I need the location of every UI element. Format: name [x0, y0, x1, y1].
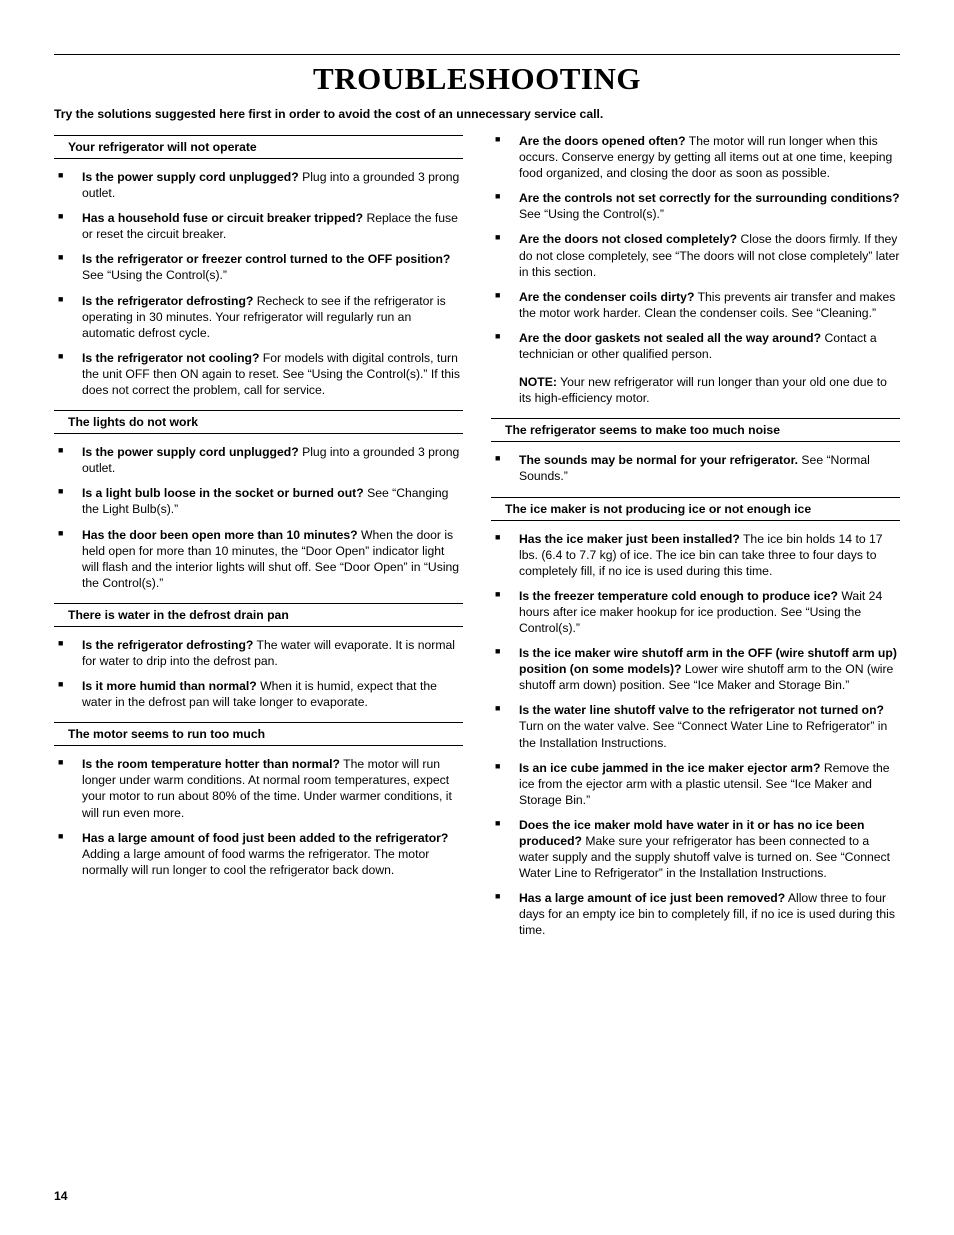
list-item: Is the power supply cord unplugged? Plug…	[54, 169, 463, 201]
list-item: Are the door gaskets not sealed all the …	[491, 330, 900, 362]
item-list: Is the power supply cord unplugged? Plug…	[54, 169, 463, 398]
question: Is the water line shutoff valve to the r…	[519, 703, 884, 717]
note-label: NOTE:	[519, 375, 557, 389]
question: The sounds may be normal for your refrig…	[519, 453, 798, 467]
right-column: Are the doors opened often? The motor wi…	[491, 131, 900, 951]
section-header: Your refrigerator will not operate	[54, 135, 463, 159]
question: Has a large amount of ice just been remo…	[519, 891, 785, 905]
list-item: Is the power supply cord unplugged? Plug…	[54, 444, 463, 476]
list-item: Is the refrigerator defrosting? The wate…	[54, 637, 463, 669]
note-text: Your new refrigerator will run longer th…	[519, 375, 887, 405]
question: Is it more humid than normal?	[82, 679, 257, 693]
question: Are the door gaskets not sealed all the …	[519, 331, 821, 345]
question: Has the ice maker just been installed?	[519, 532, 740, 546]
answer: Adding a large amount of food warms the …	[82, 847, 429, 877]
question: Is the refrigerator or freezer control t…	[82, 252, 450, 266]
question: Are the doors opened often?	[519, 134, 686, 148]
list-item: Has a household fuse or circuit breaker …	[54, 210, 463, 242]
section-header: The lights do not work	[54, 410, 463, 434]
list-item: Has the door been open more than 10 minu…	[54, 527, 463, 591]
list-item: Has a large amount of food just been add…	[54, 830, 463, 878]
question: Are the condenser coils dirty?	[519, 290, 694, 304]
list-item: The sounds may be normal for your refrig…	[491, 452, 900, 484]
item-list: The sounds may be normal for your refrig…	[491, 452, 900, 484]
note: NOTE: Your new refrigerator will run lon…	[491, 374, 900, 406]
item-list: Is the refrigerator defrosting? The wate…	[54, 637, 463, 710]
list-item: Is the refrigerator defrosting? Recheck …	[54, 293, 463, 341]
list-item: Is the room temperature hotter than norm…	[54, 756, 463, 820]
item-list: Is the room temperature hotter than norm…	[54, 756, 463, 878]
left-column: Your refrigerator will not operate Is th…	[54, 131, 463, 951]
question: Has the door been open more than 10 minu…	[82, 528, 358, 542]
section-header: The refrigerator seems to make too much …	[491, 418, 900, 442]
section-header: There is water in the defrost drain pan	[54, 603, 463, 627]
question: Is a light bulb loose in the socket or b…	[82, 486, 364, 500]
list-item: Is an ice cube jammed in the ice maker e…	[491, 760, 900, 808]
question: Is the power supply cord unplugged?	[82, 170, 299, 184]
section-header: The motor seems to run too much	[54, 722, 463, 746]
list-item: Is a light bulb loose in the socket or b…	[54, 485, 463, 517]
section-header: The ice maker is not producing ice or no…	[491, 497, 900, 521]
list-item: Has a large amount of ice just been remo…	[491, 890, 900, 938]
question: Has a large amount of food just been add…	[82, 831, 448, 845]
item-list: Has the ice maker just been installed? T…	[491, 531, 900, 939]
question: Is the freezer temperature cold enough t…	[519, 589, 838, 603]
item-list: Are the doors opened often? The motor wi…	[491, 133, 900, 362]
question: Is the refrigerator not cooling?	[82, 351, 259, 365]
top-rule	[54, 54, 900, 55]
page-title: TROUBLESHOOTING	[54, 61, 900, 97]
list-item: Are the controls not set correctly for t…	[491, 190, 900, 222]
list-item: Are the condenser coils dirty? This prev…	[491, 289, 900, 321]
answer: See “Using the Control(s).”	[82, 268, 227, 282]
list-item: Is the freezer temperature cold enough t…	[491, 588, 900, 636]
list-item: Is the refrigerator not cooling? For mod…	[54, 350, 463, 398]
question: Is the room temperature hotter than norm…	[82, 757, 340, 771]
question: Is the refrigerator defrosting?	[82, 294, 253, 308]
content-columns: Your refrigerator will not operate Is th…	[54, 131, 900, 951]
intro-text: Try the solutions suggested here first i…	[54, 107, 900, 121]
question: Is the refrigerator defrosting?	[82, 638, 253, 652]
question: Is an ice cube jammed in the ice maker e…	[519, 761, 820, 775]
question: Are the doors not closed completely?	[519, 232, 737, 246]
list-item: Is the water line shutoff valve to the r…	[491, 702, 900, 750]
question: Has a household fuse or circuit breaker …	[82, 211, 363, 225]
page-number: 14	[54, 1189, 68, 1203]
list-item: Are the doors opened often? The motor wi…	[491, 133, 900, 181]
answer: See “Using the Control(s).”	[519, 207, 664, 221]
list-item: Is it more humid than normal? When it is…	[54, 678, 463, 710]
list-item: Is the refrigerator or freezer control t…	[54, 251, 463, 283]
item-list: Is the power supply cord unplugged? Plug…	[54, 444, 463, 591]
answer: Turn on the water valve. See “Connect Wa…	[519, 719, 887, 749]
list-item: Are the doors not closed completely? Clo…	[491, 231, 900, 279]
question: Are the controls not set correctly for t…	[519, 191, 900, 205]
list-item: Has the ice maker just been installed? T…	[491, 531, 900, 579]
question: Is the power supply cord unplugged?	[82, 445, 299, 459]
list-item: Does the ice maker mold have water in it…	[491, 817, 900, 881]
list-item: Is the ice maker wire shutoff arm in the…	[491, 645, 900, 693]
